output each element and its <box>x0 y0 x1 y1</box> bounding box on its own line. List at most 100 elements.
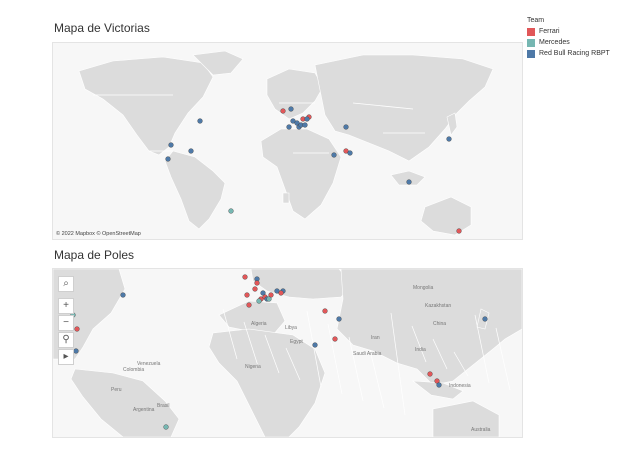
country-label: Mongolia <box>413 285 434 291</box>
country-label: Argentina <box>133 407 155 413</box>
victory-marker[interactable] <box>406 179 412 185</box>
country-label: Venezuela <box>137 361 161 367</box>
country-border <box>348 336 364 402</box>
country-border <box>352 102 414 110</box>
legend-item-ferrari[interactable]: Ferrari <box>527 27 610 36</box>
landmass <box>78 56 214 156</box>
country-label: Kazakhstan <box>425 303 452 309</box>
country-label: Libya <box>285 325 297 331</box>
country-label: Algeria <box>251 321 267 327</box>
legend-label: Ferrari <box>539 28 560 35</box>
victories-map-canvas <box>53 43 522 239</box>
victory-marker[interactable] <box>343 124 349 130</box>
pole-marker[interactable] <box>252 286 258 292</box>
country-label: Peru <box>111 387 122 393</box>
country-border <box>474 314 490 384</box>
play-arrow-icon[interactable]: ▸ <box>58 349 74 365</box>
victory-marker[interactable] <box>188 148 194 154</box>
country-border <box>264 334 280 374</box>
country-border <box>495 327 511 391</box>
victory-marker[interactable] <box>197 118 203 124</box>
poles-map-canvas <box>53 269 522 437</box>
landmass <box>282 192 290 204</box>
pin-icon[interactable]: ⚲ <box>58 332 74 348</box>
victory-marker[interactable] <box>286 124 292 130</box>
pole-marker[interactable] <box>482 316 488 322</box>
legend-label: Red Bull Racing RBPT <box>539 50 610 57</box>
landmass <box>218 300 286 336</box>
landmass <box>260 128 342 220</box>
legend-item-red-bull[interactable]: Red Bull Racing RBPT <box>527 49 610 58</box>
zoom-out-icon[interactable]: − <box>58 315 74 331</box>
map-toolbar: ⌕ + − ⚲ ▸ <box>58 276 74 366</box>
landmass <box>70 368 180 437</box>
country-label: Egypt <box>290 339 303 345</box>
poles-map[interactable]: ⌕ + − ⚲ ▸ Brasil Egypt Nigeria India Austral… <box>52 268 523 438</box>
victory-marker[interactable] <box>168 142 174 148</box>
pole-marker[interactable] <box>246 302 252 308</box>
victory-marker[interactable] <box>165 156 171 162</box>
team-legend: Team Ferrari Mercedes Red Bull Racing RB… <box>527 17 610 60</box>
victory-marker[interactable] <box>347 150 353 156</box>
pole-marker[interactable] <box>266 296 272 302</box>
victory-marker[interactable] <box>331 152 337 158</box>
pole-marker[interactable] <box>312 342 318 348</box>
pole-marker[interactable] <box>278 290 284 296</box>
country-label: Iran <box>371 335 380 341</box>
zoom-in-icon[interactable]: + <box>58 298 74 314</box>
landmass <box>164 150 226 230</box>
landmass <box>208 328 326 437</box>
country-border <box>453 351 469 377</box>
landmass <box>192 50 244 76</box>
victories-map-title: Mapa de Victorias <box>54 21 150 35</box>
pole-marker[interactable] <box>163 424 169 430</box>
pole-marker[interactable] <box>427 371 433 377</box>
pole-marker[interactable] <box>120 292 126 298</box>
pole-marker[interactable] <box>254 280 260 286</box>
victories-map[interactable]: © 2022 Mapbox © OpenStreetMap <box>52 42 523 240</box>
country-label: Brasil <box>157 403 170 409</box>
country-label: India <box>415 347 426 353</box>
ferrari-swatch <box>527 27 535 36</box>
landmass <box>446 112 458 136</box>
landmass <box>432 400 500 437</box>
country-border <box>285 347 301 381</box>
country-border <box>432 338 448 370</box>
victory-marker[interactable] <box>302 122 308 128</box>
pole-marker[interactable] <box>73 348 79 354</box>
country-label: Indonesia <box>449 383 471 389</box>
country-border <box>306 310 322 388</box>
pole-marker[interactable] <box>256 298 262 304</box>
country-label: Australia <box>471 427 491 433</box>
poles-map-title: Mapa de Poles <box>54 248 135 262</box>
victory-marker[interactable] <box>304 116 310 122</box>
country-border <box>369 349 385 409</box>
country-border <box>243 321 259 367</box>
country-border <box>411 325 427 363</box>
victory-marker[interactable] <box>456 228 462 234</box>
legend-item-mercedes[interactable]: Mercedes <box>527 38 610 47</box>
victory-marker[interactable] <box>288 106 294 112</box>
country-border <box>222 308 238 360</box>
pole-marker[interactable] <box>332 336 338 342</box>
map-attribution: © 2022 Mapbox © OpenStreetMap <box>56 231 141 237</box>
pole-marker[interactable] <box>322 308 328 314</box>
victory-marker[interactable] <box>446 136 452 142</box>
legend-label: Mercedes <box>539 39 570 46</box>
pole-marker[interactable] <box>436 382 442 388</box>
victory-marker[interactable] <box>228 208 234 214</box>
pole-marker[interactable] <box>242 274 248 280</box>
legend-title: Team <box>527 17 545 24</box>
pole-marker[interactable] <box>244 292 250 298</box>
pole-marker[interactable] <box>336 316 342 322</box>
landmass <box>266 68 324 120</box>
mercedes-swatch <box>527 38 535 47</box>
red-bull-swatch <box>527 49 535 58</box>
country-label: Nigeria <box>245 364 261 370</box>
search-icon[interactable]: ⌕ <box>58 276 74 292</box>
country-border <box>327 323 343 395</box>
country-label: China <box>433 321 447 327</box>
victory-marker[interactable] <box>280 108 286 114</box>
landmass <box>420 196 472 236</box>
pole-marker[interactable] <box>74 326 80 332</box>
